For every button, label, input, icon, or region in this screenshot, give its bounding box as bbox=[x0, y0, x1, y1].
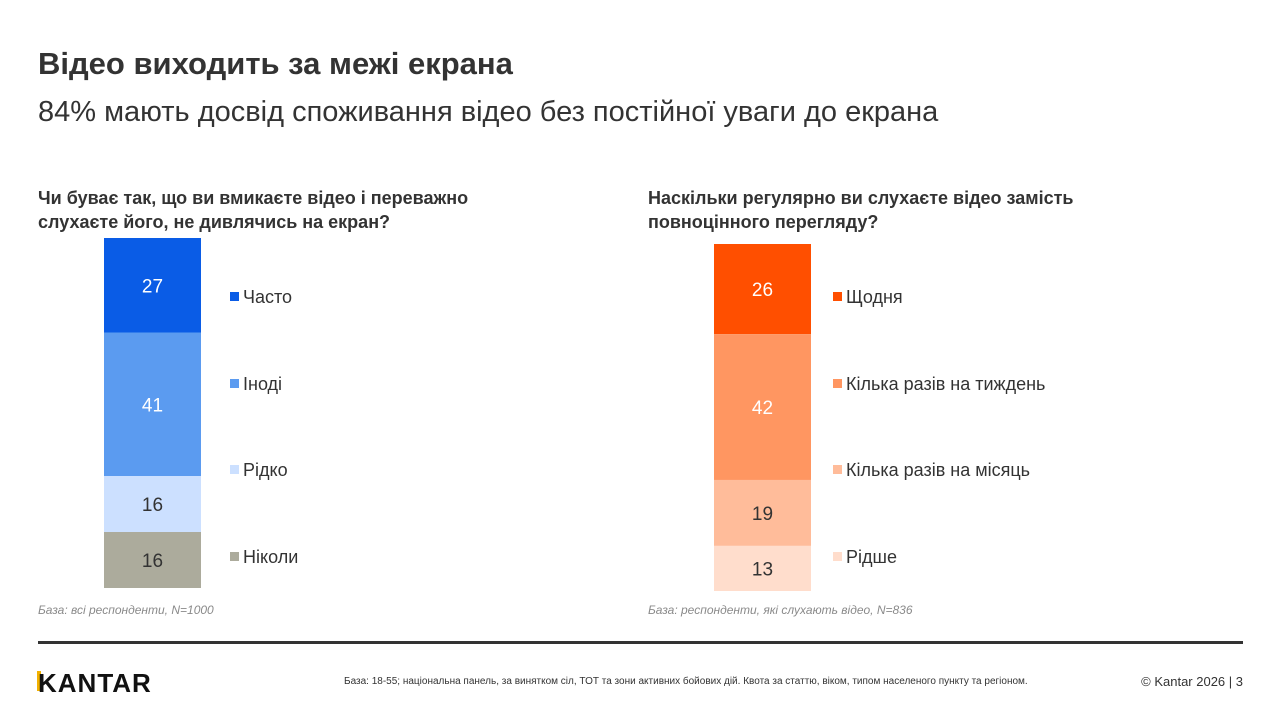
chart-2-bar-segment bbox=[714, 334, 811, 480]
chart-2-legend-swatch bbox=[833, 379, 842, 388]
chart-1-base-note: База: всі респонденти, N=1000 bbox=[38, 603, 214, 617]
chart-2-bar-segment bbox=[714, 244, 811, 335]
slide-title: Відео виходить за межі екрана bbox=[38, 46, 513, 81]
chart-1-bar-segment bbox=[104, 532, 201, 588]
chart-2-legend-label: Рідше bbox=[846, 547, 897, 567]
slide-subtitle: 84% мають досвід споживання відео без по… bbox=[38, 96, 939, 128]
chart-1-bar-segment bbox=[104, 238, 201, 333]
chart-1-legend-label: Рідко bbox=[243, 460, 288, 480]
kantar-logo: KANTAR bbox=[38, 668, 152, 698]
chart-1-legend-swatch bbox=[230, 465, 239, 474]
chart-2-bar-segment bbox=[714, 479, 811, 546]
chart-2-data-label: 13 bbox=[752, 559, 773, 580]
chart-1-legend-swatch bbox=[230, 292, 239, 301]
chart-2-legend-swatch bbox=[833, 465, 842, 474]
chart-1-bar-segment bbox=[104, 476, 201, 532]
chart-2-legend-label: Кілька разів на місяць bbox=[846, 460, 1030, 480]
chart-2-data-label: 42 bbox=[752, 398, 773, 419]
chart-2-question: Наскільки регулярно ви слухаєте відео за… bbox=[648, 188, 1074, 232]
chart-2-legend-swatch bbox=[833, 292, 842, 301]
footer-note: База: 18-55; національна панель, за виня… bbox=[344, 676, 1028, 687]
chart-1-legend-label: Іноді bbox=[243, 374, 282, 394]
chart-2-bar-segment bbox=[714, 545, 811, 591]
chart-1-bar-segment bbox=[104, 332, 201, 476]
chart-2-data-label: 19 bbox=[752, 504, 773, 525]
chart-2-legend-label: Щодня bbox=[846, 287, 903, 307]
chart-1-legend-swatch bbox=[230, 552, 239, 561]
chart-2-legend-label: Кілька разів на тиждень bbox=[846, 374, 1045, 394]
copyright: © Kantar 2026 | 3 bbox=[1141, 674, 1243, 689]
footer-divider bbox=[38, 641, 1243, 644]
chart-2-legend-swatch bbox=[833, 552, 842, 561]
kantar-logo-mark bbox=[37, 671, 41, 691]
chart-1-legend-swatch bbox=[230, 379, 239, 388]
chart-1-question: Чи буває так, що ви вмикаєте відео і пер… bbox=[38, 188, 469, 232]
chart-1-data-label: 41 bbox=[142, 395, 163, 416]
chart-1-data-label: 16 bbox=[142, 551, 163, 572]
chart-1-legend-label: Ніколи bbox=[243, 547, 298, 567]
chart-1-data-label: 27 bbox=[142, 276, 163, 297]
chart-2-data-label: 26 bbox=[752, 280, 773, 301]
chart-2-base-note: База: респонденти, які слухають відео, N… bbox=[648, 603, 913, 617]
chart-1-data-label: 16 bbox=[142, 495, 163, 516]
chart-1-legend-label: Часто bbox=[243, 287, 292, 307]
